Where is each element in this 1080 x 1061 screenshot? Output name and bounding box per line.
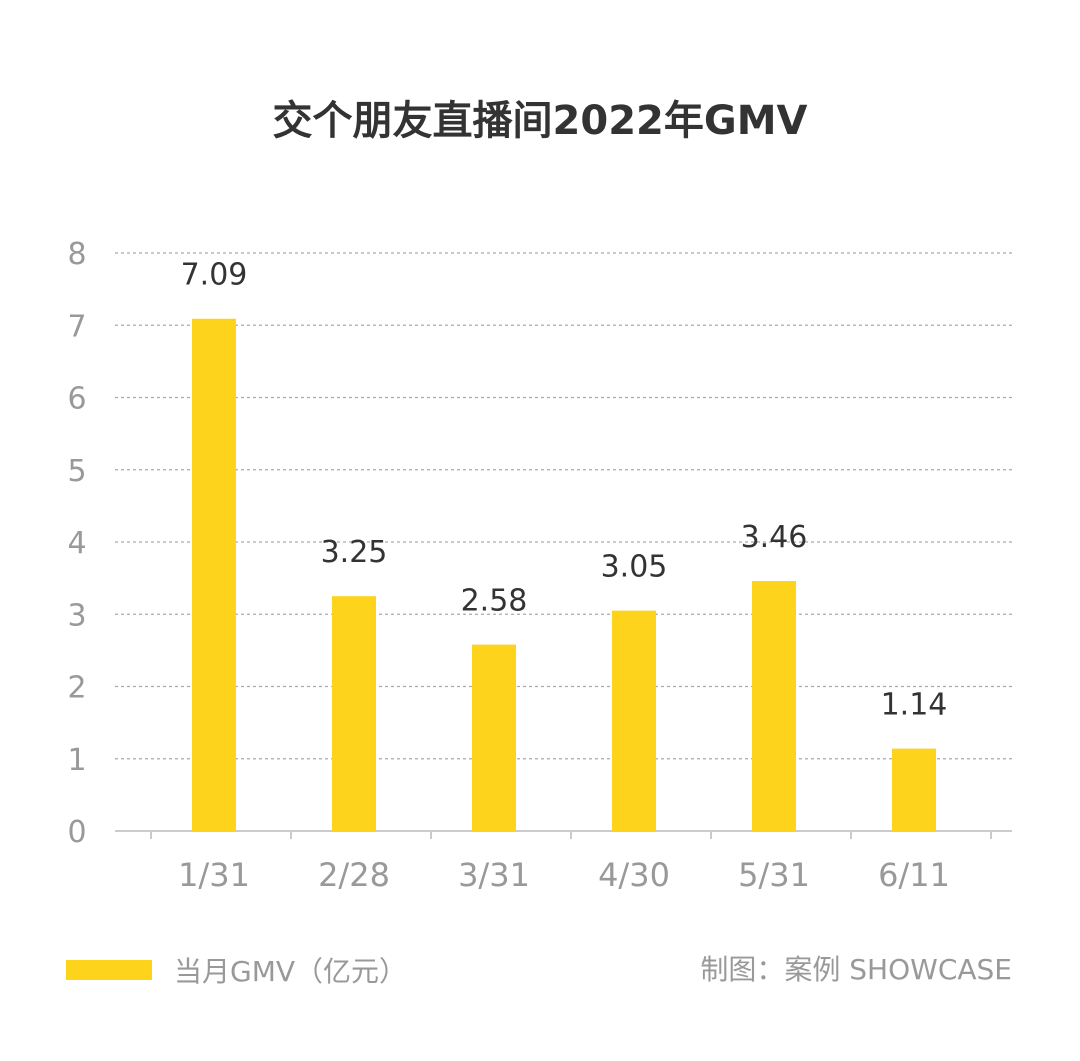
x-tick-label: 5/31 bbox=[738, 856, 810, 894]
bar bbox=[192, 318, 236, 831]
y-tick-label: 1 bbox=[67, 743, 86, 778]
data-label: 3.05 bbox=[601, 550, 668, 585]
legend-swatch bbox=[66, 960, 152, 980]
chart-title: 交个朋友直播间2022年GMV bbox=[272, 98, 808, 144]
y-tick-label: 2 bbox=[67, 671, 86, 706]
x-tick-label: 2/28 bbox=[318, 856, 390, 894]
y-tick-label: 8 bbox=[67, 237, 86, 272]
data-label: 2.58 bbox=[461, 584, 528, 619]
legend: 当月GMV（亿元） bbox=[66, 950, 407, 990]
x-tick-label: 1/31 bbox=[178, 856, 250, 894]
x-tick-label: 3/31 bbox=[458, 856, 530, 894]
bar bbox=[752, 581, 796, 831]
bar bbox=[472, 644, 516, 831]
data-label: 1.14 bbox=[881, 688, 948, 723]
bar bbox=[332, 596, 376, 831]
chart-credit: 制图：案例 SHOWCASE bbox=[700, 953, 1012, 986]
y-tick-label: 4 bbox=[67, 526, 86, 561]
y-tick-label: 6 bbox=[67, 382, 86, 417]
data-label: 7.09 bbox=[181, 258, 248, 293]
data-label: 3.25 bbox=[321, 535, 388, 570]
x-tick-label: 6/11 bbox=[878, 856, 950, 894]
x-tick-label: 4/30 bbox=[598, 856, 670, 894]
bar bbox=[892, 748, 936, 831]
y-tick-label: 5 bbox=[67, 454, 86, 489]
y-tick-label: 7 bbox=[67, 309, 86, 344]
y-tick-label: 3 bbox=[67, 598, 86, 633]
data-label: 3.46 bbox=[741, 520, 808, 555]
bar bbox=[612, 610, 656, 831]
y-tick-label: 0 bbox=[67, 815, 86, 850]
legend-label: 当月GMV（亿元） bbox=[174, 955, 408, 988]
